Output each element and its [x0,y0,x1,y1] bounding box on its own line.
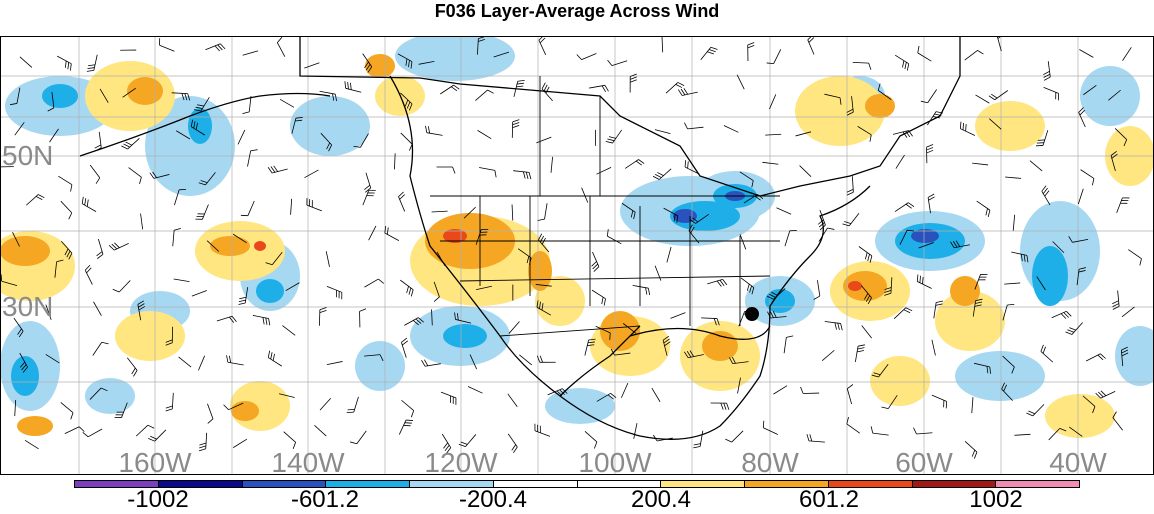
lon-label-160w: 160W [118,447,191,479]
colorbar-label-1002: 1002 [969,486,1022,514]
lon-label-120w: 120W [424,447,497,479]
colorbar [74,480,1080,488]
colorbar-label-neg200: -200.4 [459,486,527,514]
lon-label-100w: 100W [578,447,651,479]
lon-label-40w: 40W [1049,447,1107,479]
lon-label-140w: 140W [271,447,344,479]
chart-title: F036 Layer-Average Across Wind [0,0,1154,26]
lon-label-60w: 60W [895,447,953,479]
location-marker [745,307,759,321]
lat-label-30n: 30N [2,291,53,323]
colorbar-label-200: 200.4 [631,486,691,514]
lon-label-80w: 80W [741,447,799,479]
colorbar-label-neg1002: -1002 [127,486,188,514]
colorbar-label-601: 601.2 [799,486,859,514]
weather-map [0,36,1154,475]
lat-label-50n: 50N [2,140,53,172]
colorbar-label-neg601: -601.2 [291,486,359,514]
